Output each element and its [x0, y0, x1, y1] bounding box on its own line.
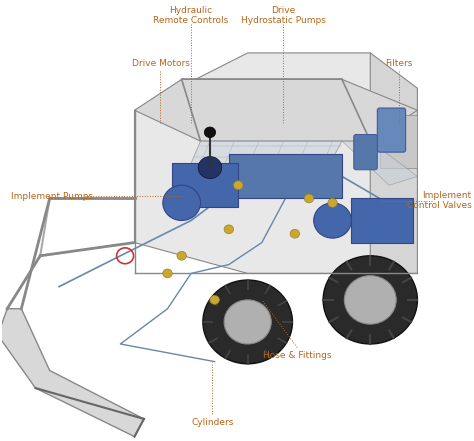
Circle shape — [314, 203, 351, 238]
Circle shape — [224, 225, 234, 234]
Polygon shape — [351, 198, 413, 243]
Circle shape — [204, 127, 216, 138]
Circle shape — [163, 269, 172, 278]
Circle shape — [328, 198, 337, 207]
Text: Implement Pumps: Implement Pumps — [11, 192, 93, 201]
Polygon shape — [135, 53, 418, 273]
Circle shape — [290, 229, 300, 238]
Polygon shape — [370, 53, 418, 273]
Circle shape — [163, 185, 201, 220]
Text: Hydraulic
Remote Controls: Hydraulic Remote Controls — [154, 6, 229, 25]
Text: Drive
Hydrostatic Pumps: Drive Hydrostatic Pumps — [241, 6, 326, 25]
Text: Cylinders: Cylinders — [191, 418, 234, 427]
Polygon shape — [0, 309, 144, 437]
Circle shape — [210, 295, 219, 304]
Polygon shape — [229, 154, 342, 198]
FancyBboxPatch shape — [377, 108, 406, 152]
Circle shape — [234, 181, 243, 190]
Text: Drive Motors: Drive Motors — [131, 60, 190, 68]
Text: Implement
Control Valves: Implement Control Valves — [407, 191, 472, 210]
Polygon shape — [380, 115, 418, 168]
Text: Hose & Fittings: Hose & Fittings — [263, 351, 331, 359]
Circle shape — [177, 251, 186, 260]
Circle shape — [323, 256, 418, 344]
Polygon shape — [182, 141, 342, 185]
Text: Filters: Filters — [385, 60, 412, 68]
Circle shape — [198, 157, 222, 179]
Circle shape — [224, 300, 271, 344]
Polygon shape — [342, 141, 418, 185]
Polygon shape — [172, 163, 238, 207]
Circle shape — [344, 276, 396, 324]
Circle shape — [304, 194, 314, 203]
FancyBboxPatch shape — [354, 135, 377, 170]
Circle shape — [203, 280, 292, 364]
Polygon shape — [135, 79, 418, 141]
